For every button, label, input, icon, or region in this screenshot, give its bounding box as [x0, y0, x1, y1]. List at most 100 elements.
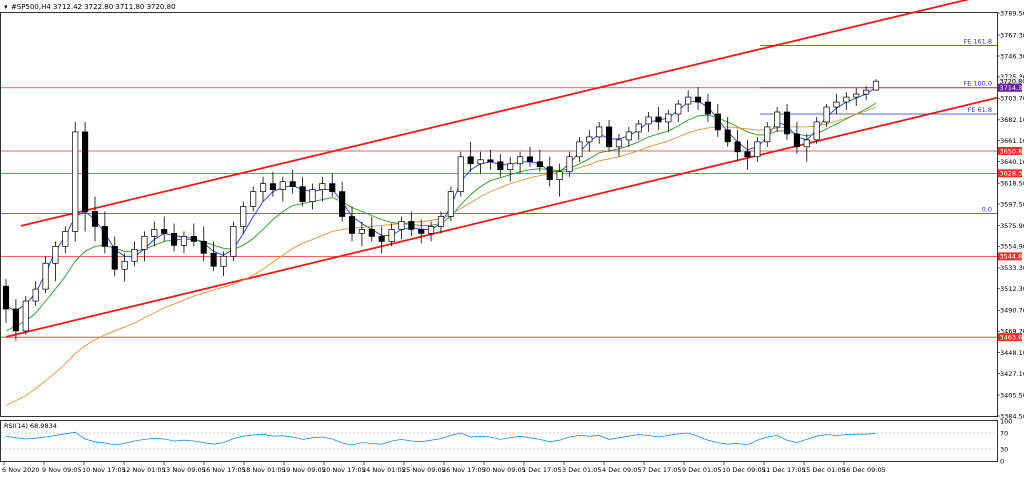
price-axis-label: 3512.30 [1000, 285, 1024, 293]
candle-body-bull [152, 229, 157, 236]
candle-body-bull [844, 97, 849, 102]
candle-body-bull [63, 231, 68, 246]
fibo-level-label-0: FE 161.8 [963, 37, 992, 45]
candle-body-bull [448, 192, 453, 217]
candle-body-bull [438, 216, 443, 226]
price-axis-label: 3661.10 [1000, 137, 1024, 145]
menu-arrow-icon[interactable]: ▾ [4, 3, 8, 11]
candle-body-bull [834, 102, 839, 107]
price-axis-label: 3640.10 [1000, 158, 1024, 166]
price-axis-label: 3789.50 [1000, 9, 1024, 17]
time-axis-label: 18 Nov 01:05 [242, 466, 286, 474]
price-axis-label: 3490.70 [1000, 307, 1024, 315]
candle-body-bear [211, 253, 216, 266]
candle-body-bear [201, 241, 206, 253]
time-axis-label: 19 Nov 09:05 [282, 466, 326, 474]
candle-body-bear [379, 236, 384, 241]
candle-body-bear [715, 114, 720, 130]
candle-body-bull [132, 249, 137, 261]
candle-body-bear [794, 134, 799, 147]
candle-body-bull [626, 132, 631, 140]
fe100-price-tag: 3714.36 [1000, 84, 1024, 92]
candle-body-bear [527, 157, 532, 162]
candle-body-bull [33, 289, 38, 301]
chart-title: #SP500,H4 3712.42 3722.80 3711.80 3720.8… [11, 3, 176, 11]
candle-body-bull [824, 107, 829, 122]
level-price-tag-0: 3650.81 [1000, 147, 1024, 155]
candle-body-bull [814, 122, 819, 140]
price-axis-label: 3554.90 [1000, 243, 1024, 251]
time-axis-label: 6 Nov 2020 [2, 466, 40, 474]
candle-body-bull [873, 81, 878, 90]
candle-body-bull [616, 140, 621, 147]
time-axis-label: 20 Nov 17:05 [322, 466, 366, 474]
time-axis-label: 9 Dec 01:05 [682, 466, 722, 474]
candle-body-bull [23, 301, 28, 331]
candle-body-bull [557, 172, 562, 180]
candle-body-bull [666, 114, 671, 122]
candle-body-bull [221, 256, 226, 266]
candle-body-bull [359, 229, 364, 233]
candle-body-bull [241, 207, 246, 227]
price-axis-label: 3597.50 [1000, 200, 1024, 208]
candle-body-bull [389, 229, 394, 241]
candle-body-bull [854, 94, 859, 97]
rsi-axis-label: 100 [1000, 417, 1012, 425]
time-axis-label: 15 Dec 01:05 [802, 466, 846, 474]
candle-body-bear [606, 127, 611, 147]
candle-body-bull [122, 261, 127, 269]
time-axis-label: 10 Nov 17:05 [82, 466, 126, 474]
rsi-axis-label: 30 [1000, 445, 1008, 453]
candle-body-bull [587, 137, 592, 142]
candle-body-bear [419, 229, 424, 233]
candle-body-bull [774, 112, 779, 127]
candle-body-bear [13, 309, 18, 331]
candle-body-bull [231, 226, 236, 256]
time-axis-label: 1 Dec 17:05 [522, 466, 562, 474]
candle-body-bull [646, 117, 651, 124]
candle-body-bull [685, 97, 690, 104]
candle-body-bear [102, 226, 107, 246]
candle-body-bull [43, 263, 48, 289]
price-axis-label: 3405.50 [1000, 391, 1024, 399]
level-price-tag-3: 3463.68 [1000, 334, 1024, 342]
price-axis-label: 3682.10 [1000, 116, 1024, 124]
candle-body-bull [636, 124, 641, 132]
candle-body-bull [142, 236, 147, 249]
candle-body-bull [53, 246, 58, 263]
candle-body-bear [171, 233, 176, 245]
fibo-level-label-3: 0.0 [982, 206, 992, 214]
candle [72, 122, 77, 241]
candle-body-bull [676, 104, 681, 114]
candle-body-bull [596, 127, 601, 137]
candle [231, 221, 236, 261]
candle [458, 152, 463, 197]
candle-body-bear [339, 192, 344, 217]
candle-body-bull [567, 157, 572, 172]
candle-body-bear [112, 246, 117, 269]
candle-body-bull [320, 184, 325, 190]
price-axis-label: 3448.10 [1000, 349, 1024, 357]
rsi-axis-label: 70 [1000, 429, 1008, 437]
time-axis-label: 11 Dec 17:05 [762, 466, 806, 474]
price-axis-label: 3703.70 [1000, 95, 1024, 103]
time-axis-label: 3 Dec 01:05 [562, 466, 602, 474]
candle-body-bear [745, 152, 750, 157]
candle-body-bear [735, 142, 740, 152]
time-axis-label: 26 Nov 17:05 [442, 466, 486, 474]
candle-body-bear [695, 97, 700, 102]
candle-body-bear [270, 184, 275, 190]
candle [23, 296, 28, 335]
fibo-level-label-1: FE 100.0 [963, 80, 992, 88]
fibo-level-label-2: FE 61.8 [968, 106, 992, 114]
candle-body-bull [458, 157, 463, 192]
candle-body-bear [369, 229, 374, 236]
candle-body-bull [428, 226, 433, 233]
candle-body-bull [507, 164, 512, 170]
candle-body-bear [3, 286, 8, 309]
time-axis-label: 12 Nov 01:05 [122, 466, 166, 474]
time-axis-label: 16 Nov 17:05 [202, 466, 246, 474]
candle-body-bear [498, 162, 503, 170]
candle-body-bull [310, 190, 315, 202]
